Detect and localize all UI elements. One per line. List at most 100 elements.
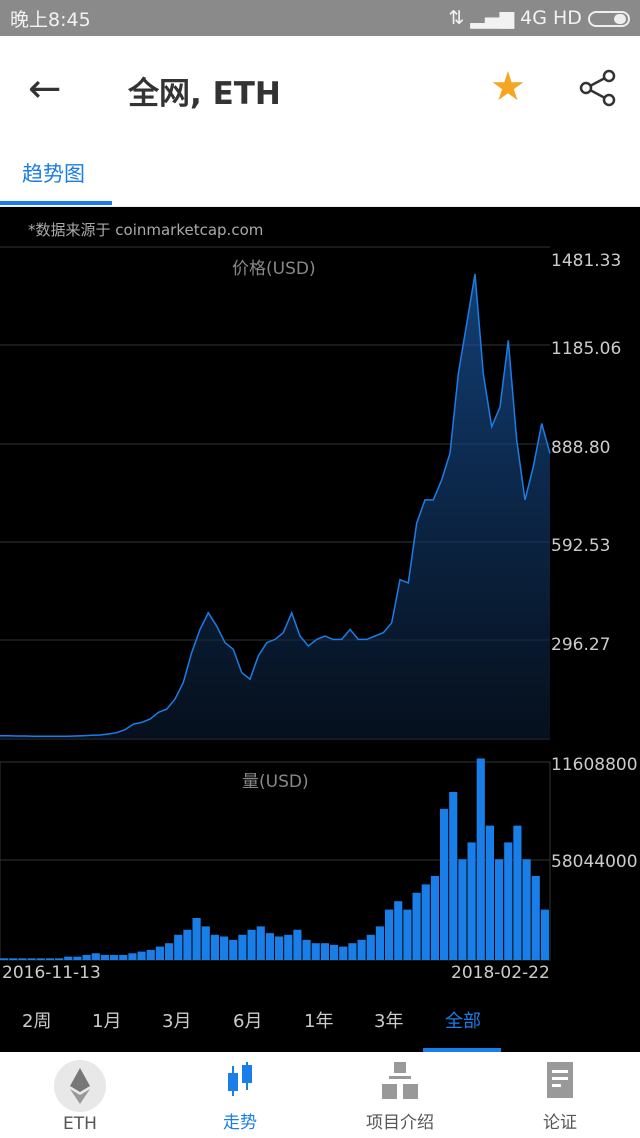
volume-bar: [55, 958, 64, 960]
volume-bar: [330, 944, 339, 960]
nav-doc[interactable]: 论证: [500, 1060, 620, 1133]
range-indicator: [423, 1048, 501, 1052]
ethereum-icon: [54, 1060, 106, 1112]
price-tick: 888.80: [551, 438, 611, 458]
price-tick: 1481.33: [551, 251, 622, 271]
volume-bar: [238, 934, 247, 960]
volume-bar: [394, 901, 403, 960]
volume-bar: [137, 951, 146, 960]
volume-bar: [165, 943, 174, 960]
volume-bar: [522, 859, 531, 960]
volume-bar: [440, 808, 449, 960]
volume-bar: [155, 946, 164, 960]
range-6m[interactable]: 6月: [233, 1011, 263, 1032]
volume-bar: [485, 825, 494, 960]
volume-bar: [210, 934, 219, 960]
tab-bar: 趋势图: [0, 138, 640, 207]
volume-bar: [82, 954, 91, 960]
volume-bar: [403, 909, 412, 960]
volume-bar: [476, 758, 485, 960]
volume-bar: [0, 958, 9, 960]
volume-bar: [183, 929, 192, 960]
volume-bar: [293, 929, 302, 960]
volume-bar: [275, 936, 284, 960]
volume-bar: [320, 943, 329, 960]
nav-label: 论证: [543, 1113, 577, 1133]
volume-bar: [311, 943, 320, 960]
volume-bar: [531, 876, 540, 960]
candlestick-icon: [228, 1062, 252, 1096]
volume-bar: [540, 909, 549, 960]
battery-icon: [588, 10, 630, 27]
volume-bar: [430, 876, 439, 960]
status-bar: 晚上8:45 ⇅ ▂▄▆ 4G HD: [0, 0, 640, 36]
nav-trend[interactable]: 走势: [180, 1060, 300, 1133]
volume-bar: [385, 909, 394, 960]
volume-bar: [366, 934, 375, 960]
volume-tick: 58044000: [551, 852, 638, 872]
status-icons: ⇅ ▂▄▆ 4G HD: [448, 7, 630, 29]
volume-bar: [27, 958, 36, 960]
volume-bar: [284, 934, 293, 960]
price-line: [0, 273, 551, 738]
volume-bar: [119, 954, 128, 960]
volume-bar: [339, 946, 348, 960]
status-time: 晚上8:45: [10, 8, 91, 31]
volume-bar: [421, 884, 430, 960]
hierarchy-icon: [382, 1062, 418, 1099]
range-selector: 2周 1月 3月 6月 1年 3年 全部: [0, 997, 640, 1052]
volume-bar: [467, 842, 476, 960]
volume-bar: [91, 953, 100, 960]
range-2w[interactable]: 2周: [22, 1011, 52, 1032]
volume-bar: [73, 956, 82, 960]
volume-bar: [128, 953, 137, 960]
price-tick: 1185.06: [551, 339, 622, 359]
tab-trend[interactable]: 趋势图: [22, 162, 85, 186]
volume-bar: [513, 825, 522, 960]
chart-area[interactable]: *数据来源于 coinmarketcap.com 价格(USD) 量(USD) …: [0, 207, 640, 1052]
volume-bar: [174, 934, 183, 960]
range-1m[interactable]: 1月: [92, 1011, 122, 1032]
nav-label: 项目介绍: [366, 1113, 434, 1133]
volume-bar: [201, 926, 210, 960]
document-icon: [547, 1062, 573, 1098]
volume-bar: [220, 936, 229, 960]
volume-bar: [36, 958, 45, 960]
range-3y[interactable]: 3年: [374, 1011, 404, 1032]
volume-bar: [9, 958, 18, 960]
share-icon[interactable]: [578, 68, 618, 108]
range-1y[interactable]: 1年: [304, 1011, 334, 1032]
volume-bar: [375, 926, 384, 960]
volume-bar: [229, 939, 238, 960]
nav-label: 走势: [223, 1113, 257, 1133]
volume-bar: [495, 859, 504, 960]
range-3m[interactable]: 3月: [162, 1011, 192, 1032]
volume-tick: 11608800: [551, 755, 638, 775]
price-area: [0, 274, 550, 739]
nav-label: ETH: [63, 1114, 97, 1134]
header: ← 全网, ETH ★: [0, 36, 640, 138]
volume-bar: [458, 859, 467, 960]
volume-bar: [146, 949, 155, 960]
nav-eth[interactable]: ETH: [20, 1060, 140, 1134]
star-icon[interactable]: ★: [490, 64, 526, 110]
range-all[interactable]: 全部: [445, 1011, 481, 1032]
volume-bar: [18, 958, 27, 960]
volume-bar: [357, 939, 366, 960]
nav-project[interactable]: 项目介绍: [340, 1060, 460, 1133]
volume-bar: [412, 892, 421, 960]
volume-bar: [192, 918, 201, 960]
volume-bar: [348, 943, 357, 960]
page-title: 全网, ETH: [128, 76, 281, 112]
date-end: 2018-02-22: [451, 963, 550, 983]
arrow-left-icon[interactable]: ←: [28, 66, 62, 112]
date-start: 2016-11-13: [2, 963, 101, 983]
volume-chart-title: 量(USD): [242, 772, 309, 792]
network-label: 4G HD: [520, 7, 582, 29]
volume-bar: [256, 926, 265, 960]
volume-bar: [45, 958, 54, 960]
price-chart-title: 价格(USD): [232, 259, 316, 279]
chart-svg: [0, 246, 551, 961]
volume-bar: [100, 954, 109, 960]
tab-indicator: [0, 201, 112, 205]
